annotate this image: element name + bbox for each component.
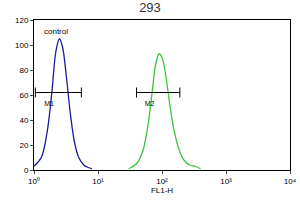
svg-text:293: 293 (139, 0, 161, 15)
svg-text:M2: M2 (145, 100, 155, 107)
svg-text:10³: 10³ (220, 177, 232, 186)
svg-text:10¹: 10¹ (92, 177, 104, 186)
svg-text:40: 40 (19, 116, 28, 125)
svg-text:control: control (44, 27, 68, 36)
svg-text:10⁰: 10⁰ (28, 177, 40, 186)
svg-text:80: 80 (19, 66, 28, 75)
svg-text:0: 0 (24, 166, 29, 175)
svg-text:10⁴: 10⁴ (284, 177, 297, 186)
svg-text:M1: M1 (44, 100, 54, 107)
svg-text:10²: 10² (156, 177, 168, 186)
svg-text:60: 60 (19, 91, 28, 100)
svg-text:20: 20 (19, 141, 28, 150)
svg-text:100: 100 (15, 41, 29, 50)
svg-text:FL1-H: FL1-H (151, 186, 173, 195)
svg-text:120: 120 (15, 16, 29, 25)
